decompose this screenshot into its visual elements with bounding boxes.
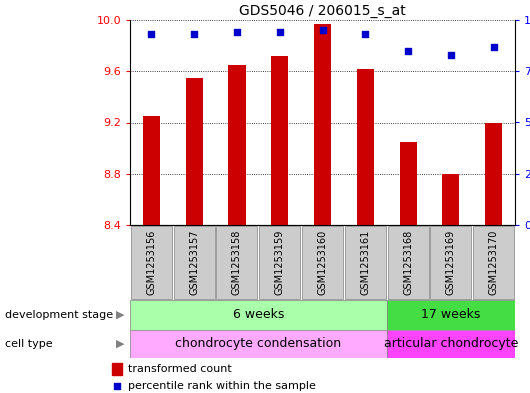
Bar [387, 226, 429, 299]
Text: percentile rank within the sample: percentile rank within the sample [128, 381, 316, 391]
Text: 17 weeks: 17 weeks [421, 309, 481, 321]
Bar [314, 24, 331, 225]
Point [428, 307, 437, 314]
Bar [174, 226, 215, 299]
Text: GSM1253161: GSM1253161 [360, 230, 370, 295]
Text: GSM1253170: GSM1253170 [489, 230, 499, 295]
Point [447, 52, 455, 58]
Point [489, 44, 498, 50]
Text: GSM1253169: GSM1253169 [446, 230, 456, 295]
Bar [112, 363, 122, 375]
Bar [302, 226, 343, 299]
Text: GSM1253160: GSM1253160 [317, 230, 328, 295]
Bar [228, 65, 245, 225]
Text: GSM1253159: GSM1253159 [275, 230, 285, 295]
Point [276, 29, 284, 35]
Bar [186, 78, 202, 225]
Text: articular chondrocyte: articular chondrocyte [384, 338, 518, 351]
Text: GSM1253157: GSM1253157 [189, 230, 199, 295]
Bar [344, 226, 386, 299]
Text: ▶: ▶ [116, 339, 125, 349]
Text: GSM1253156: GSM1253156 [146, 230, 156, 295]
Text: cell type: cell type [5, 339, 53, 349]
Point [318, 27, 326, 33]
Bar [430, 226, 471, 299]
Bar [216, 226, 258, 299]
Text: transformed count: transformed count [128, 364, 232, 374]
Bar [143, 116, 160, 225]
Bar [130, 300, 387, 330]
Point [404, 48, 412, 54]
Bar [485, 123, 502, 225]
Text: ▶: ▶ [116, 310, 125, 320]
Title: GDS5046 / 206015_s_at: GDS5046 / 206015_s_at [239, 4, 406, 18]
Bar [357, 69, 374, 225]
Text: GSM1253158: GSM1253158 [232, 230, 242, 295]
Text: 6 weeks: 6 weeks [233, 309, 284, 321]
Bar [400, 142, 417, 225]
Point [190, 31, 198, 37]
Text: development stage: development stage [5, 310, 113, 320]
Bar [259, 226, 301, 299]
Bar [130, 330, 387, 358]
Text: chondrocyte condensation: chondrocyte condensation [175, 338, 341, 351]
Bar [271, 56, 288, 225]
Point [233, 29, 241, 35]
Bar [473, 226, 514, 299]
Text: GSM1253168: GSM1253168 [403, 230, 413, 295]
Bar [131, 226, 172, 299]
Bar [442, 174, 460, 225]
Bar [387, 300, 515, 330]
Point [147, 31, 156, 37]
Point [361, 31, 369, 37]
Bar [387, 330, 515, 358]
